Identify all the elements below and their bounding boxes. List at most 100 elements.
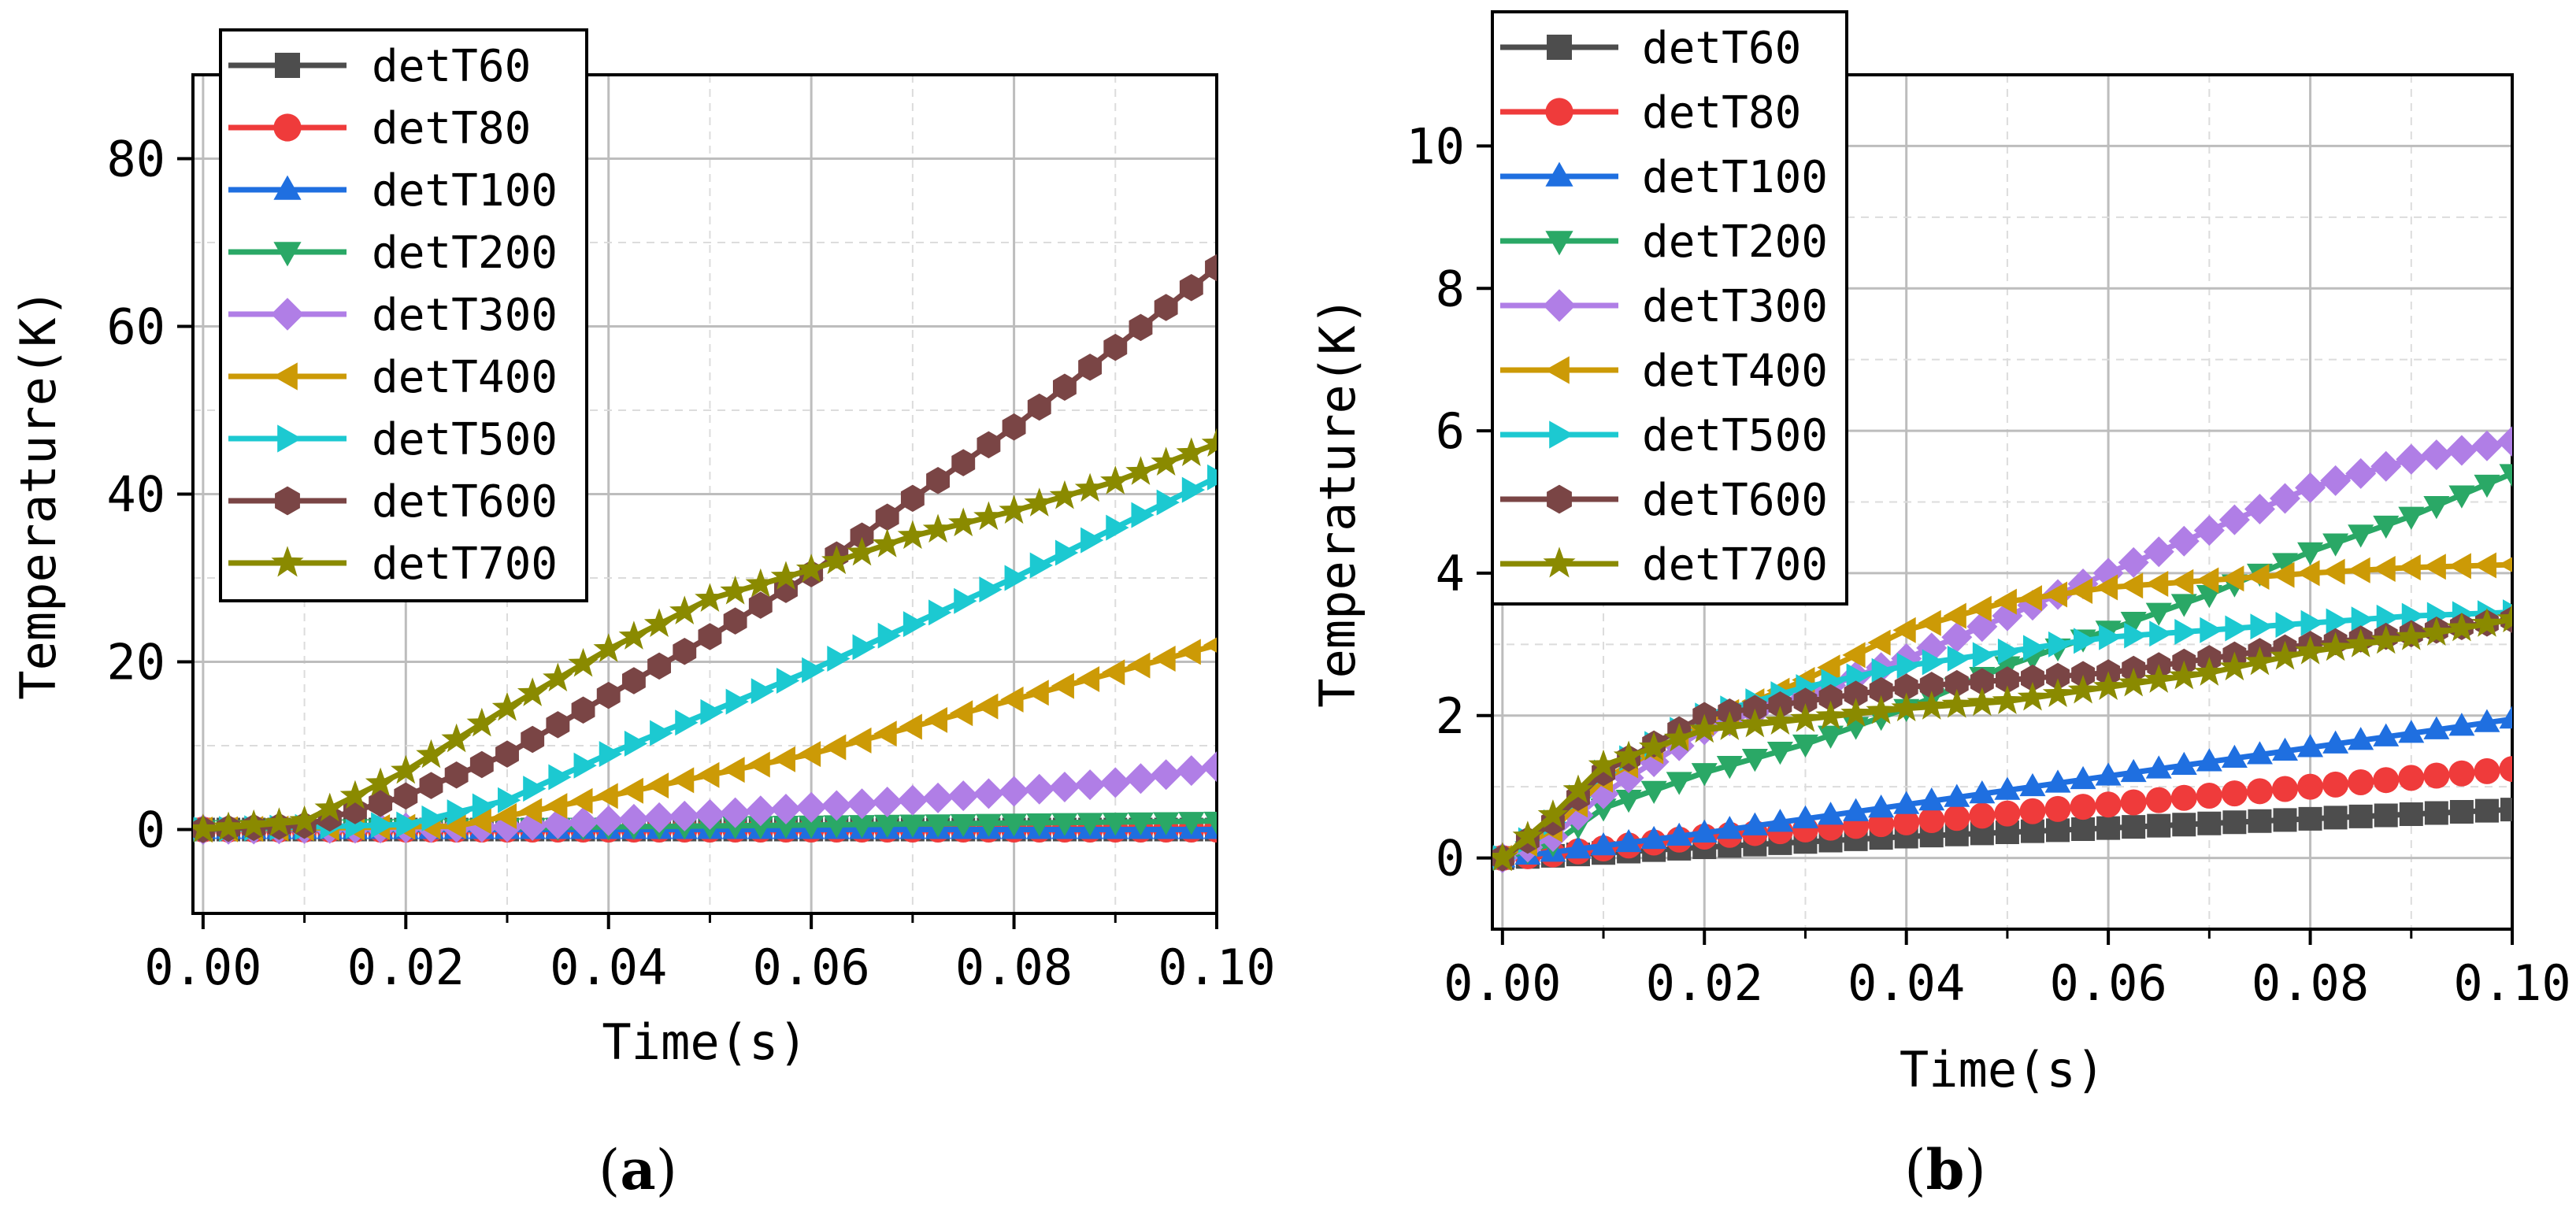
data-point <box>979 576 1003 603</box>
data-point <box>827 646 851 672</box>
data-point <box>643 608 675 637</box>
legend-marker <box>271 298 304 331</box>
data-point <box>1943 602 1966 629</box>
data-point <box>2473 552 2496 579</box>
data-point <box>772 746 795 772</box>
legend-marker <box>275 53 300 78</box>
data-point <box>852 634 876 661</box>
data-point <box>650 720 673 746</box>
data-point <box>2144 570 2169 597</box>
legend-item: detT400 <box>1500 346 1828 397</box>
legend-label: detT600 <box>372 476 558 528</box>
data-point <box>468 808 491 835</box>
data-point <box>823 734 847 761</box>
data-point <box>1918 787 1945 811</box>
data-point <box>2272 553 2299 576</box>
data-point <box>720 576 751 605</box>
data-point <box>950 813 977 838</box>
data-point <box>877 622 901 649</box>
data-point <box>1151 759 1182 791</box>
data-point <box>2448 760 2475 787</box>
data-point <box>899 814 926 838</box>
data-point <box>2046 662 2070 691</box>
data-point <box>928 599 952 626</box>
data-point <box>1076 665 1100 692</box>
data-point <box>1818 683 1843 712</box>
data-point <box>1997 638 2022 665</box>
data-point <box>1666 822 1692 846</box>
data-point <box>2069 578 2093 605</box>
data-point <box>1004 565 1028 591</box>
data-point <box>416 739 447 769</box>
data-point <box>2046 818 2070 843</box>
legend-marker <box>1543 289 1576 322</box>
data-point <box>1051 672 1074 699</box>
data-point <box>2021 665 2044 692</box>
data-point <box>2017 681 2048 711</box>
data-point <box>2376 604 2400 631</box>
data-point <box>1817 654 1840 681</box>
data-point <box>1947 645 1971 672</box>
data-point <box>2246 563 2270 590</box>
data-point <box>2145 602 2172 626</box>
data-point <box>289 805 320 835</box>
data-point <box>770 561 802 591</box>
data-point <box>2298 806 2322 831</box>
x-tick-label: 0.02 <box>347 939 465 996</box>
data-point <box>1177 639 1201 665</box>
data-point <box>1049 771 1080 802</box>
legend-label: detT100 <box>372 165 558 217</box>
data-point <box>2020 819 2044 843</box>
data-point <box>2044 769 2071 793</box>
x-tick-label: 0.10 <box>1158 939 1275 996</box>
data-point <box>2421 439 2452 471</box>
y-tick-label: 0 <box>1436 830 1465 887</box>
data-point <box>2347 557 2370 583</box>
data-point <box>2421 617 2452 646</box>
data-point <box>2120 611 2147 635</box>
legend-item: detT300 <box>228 290 558 341</box>
data-point <box>1207 464 1217 491</box>
legend-label: detT200 <box>1642 217 1828 268</box>
data-point <box>1714 711 1745 740</box>
data-point <box>1871 657 1895 684</box>
data-point <box>1868 811 1895 838</box>
data-point <box>573 752 597 779</box>
x-tick-label: 0.00 <box>1444 954 1561 1012</box>
data-point <box>1129 313 1153 342</box>
data-point <box>1893 791 1920 814</box>
data-point <box>1894 673 1918 701</box>
data-point <box>1154 294 1178 321</box>
data-point <box>675 709 699 736</box>
data-point <box>1918 609 1941 636</box>
data-point <box>2022 635 2047 661</box>
chart-panel-b: 0.00 0.02 0.04 0.06 0.08 0.10 0 2 4 6 8 10 Time(s) Te… <box>1309 10 2571 1202</box>
data-point <box>2244 494 2275 525</box>
data-point <box>2070 765 2096 790</box>
data-point <box>1688 713 1720 743</box>
data-point <box>802 657 825 683</box>
data-point <box>2398 720 2425 743</box>
x-tick-label: 0.00 <box>144 939 261 996</box>
data-point <box>1741 749 1768 772</box>
data-point <box>2042 678 2074 708</box>
legend-label: detT500 <box>1642 410 1828 461</box>
y-axis-title: Temperature(K) <box>1309 296 1366 708</box>
data-point <box>1074 769 1106 801</box>
panel-label: (a) <box>599 1137 677 1202</box>
x-axis-title: Time(s) <box>1900 1041 2105 1098</box>
series-detT500 <box>193 464 1217 843</box>
data-point <box>2471 608 2503 637</box>
data-point <box>1029 552 1054 579</box>
data-point <box>2174 619 2198 646</box>
data-point <box>469 750 494 779</box>
legend-item: detT60 <box>1500 23 1801 74</box>
series-group <box>193 254 1217 845</box>
data-point <box>2221 744 2248 768</box>
data-point <box>795 554 827 583</box>
data-point <box>2496 603 2512 633</box>
data-point <box>1970 668 1994 696</box>
legend: detT60 detT80 detT100 detT200 detT300 detT400… <box>219 28 588 602</box>
legend-item: detT100 <box>228 165 558 217</box>
data-point <box>1102 813 1129 836</box>
